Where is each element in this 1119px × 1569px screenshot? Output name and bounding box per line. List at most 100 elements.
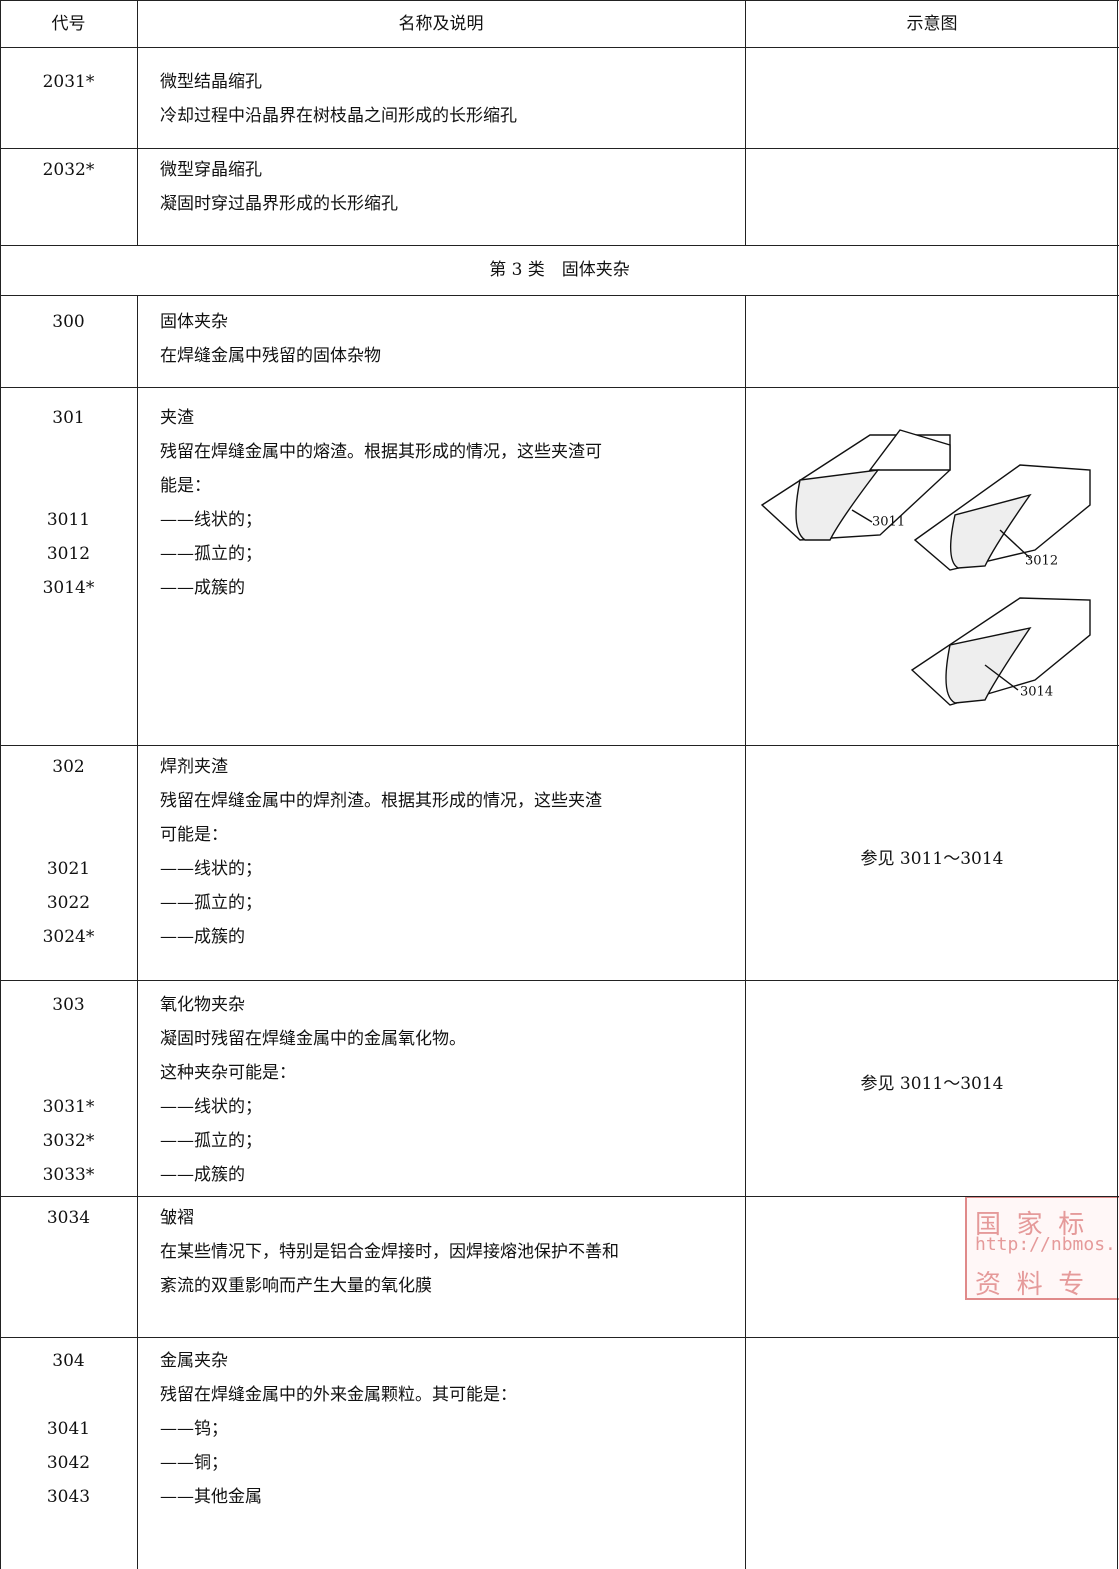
figure-label: 3011: [872, 515, 905, 530]
row-line: [0, 245, 1119, 246]
column-line: [137, 295, 138, 387]
column-line: [137, 47, 138, 148]
description: ——成簇的: [160, 1165, 245, 1185]
description: 可能是：: [160, 825, 228, 845]
description: ——铜；: [160, 1453, 228, 1473]
column-line: [745, 980, 746, 1196]
description: ——其他金属: [160, 1487, 262, 1507]
description: 微型结晶缩孔: [160, 72, 262, 92]
figure-reference: 参见 3011～3014: [860, 1074, 1004, 1094]
code: 3022: [46, 893, 91, 913]
description: 在焊缝金属中残留的固体杂物: [160, 346, 381, 366]
row-line: [0, 47, 1119, 48]
description: 夹渣: [160, 408, 194, 428]
weld-block-b: [913, 464, 1091, 571]
row-line: [0, 387, 1119, 388]
watermark-text: 资 料 专: [975, 1270, 1085, 1300]
weld-block-a: [760, 429, 951, 541]
row-line: [0, 1337, 1119, 1338]
code: 301: [52, 408, 85, 428]
code: 3032*: [42, 1131, 95, 1151]
code: 3033*: [42, 1165, 95, 1185]
description: ——成簇的: [160, 578, 245, 598]
watermark-text: 国 家 标: [975, 1210, 1085, 1240]
code: 3031*: [42, 1097, 95, 1117]
column-line: [745, 745, 746, 980]
watermark-text: http://nbmos.: [975, 1234, 1116, 1255]
description: ——孤立的；: [160, 1131, 262, 1151]
header-name: 名称及说明: [398, 14, 484, 34]
code: 303: [52, 995, 85, 1015]
code: 3014*: [42, 578, 95, 598]
description: 微型穿晶缩孔: [160, 160, 262, 180]
code: 304: [52, 1351, 85, 1371]
column-line: [745, 148, 746, 245]
column-line: [745, 1337, 746, 1569]
description: ——钨；: [160, 1419, 228, 1439]
description: 凝固时穿过晶界形成的长形缩孔: [160, 194, 398, 214]
description: 残留在焊缝金属中的熔渣。根据其形成的情况，这些夹渣可: [160, 442, 602, 462]
column-line: [137, 1337, 138, 1569]
description: ——线状的；: [160, 859, 262, 879]
watermark: 国 家 标 http://nbmos. 资 料 专: [965, 1196, 1119, 1300]
column-line: [745, 1196, 746, 1337]
column-line: [745, 295, 746, 387]
border-left: [0, 0, 1, 1569]
code: 3021: [46, 859, 91, 879]
column-line: [137, 148, 138, 245]
description: 这种夹杂可能是：: [160, 1063, 296, 1083]
description: 紊流的双重影响而产生大量的氧化膜: [160, 1276, 432, 1296]
figure-reference: 参见 3011～3014: [860, 848, 1004, 869]
border-top: [0, 0, 1119, 1]
row-line: [0, 295, 1119, 296]
description: 残留在焊缝金属中的焊剂渣。根据其形成的情况，这些夹渣: [160, 791, 602, 811]
code: 3043: [46, 1487, 91, 1507]
header-figure: 示意图: [906, 14, 958, 34]
column-line: [137, 387, 138, 745]
figure-label: 3012: [1025, 554, 1058, 569]
description: ——孤立的；: [160, 893, 262, 913]
header-code: 代号: [51, 14, 86, 34]
description: ——孤立的；: [160, 544, 262, 564]
column-line: [745, 0, 746, 47]
border-right: [1117, 0, 1118, 1569]
description: 焊剂夹渣: [160, 757, 228, 777]
description: 皱褶: [160, 1208, 194, 1228]
column-line: [137, 0, 138, 47]
weld-block-c: [910, 597, 1091, 706]
code: 3042: [46, 1453, 91, 1473]
code: 302: [52, 757, 85, 777]
column-line: [137, 980, 138, 1196]
description: ——线状的；: [160, 1097, 262, 1117]
code: 2032*: [42, 160, 95, 180]
row-line: [0, 1196, 1119, 1197]
description: 金属夹杂: [160, 1351, 228, 1371]
code: 3011: [46, 510, 91, 530]
description: 冷却过程中沿晶界在树枝晶之间形成的长形缩孔: [160, 106, 517, 126]
column-line: [745, 47, 746, 148]
description: 凝固时残留在焊缝金属中的金属氧化物。: [160, 1029, 466, 1049]
description: 在某些情况下，特别是铝合金焊接时，因焊接熔池保护不善和: [160, 1242, 619, 1262]
code: 3041: [46, 1419, 91, 1439]
code: 300: [52, 312, 85, 332]
code: 2031*: [42, 72, 95, 92]
column-line: [137, 745, 138, 980]
description: 氧化物夹杂: [160, 995, 245, 1015]
column-line: [745, 387, 746, 745]
section-title: 第 3 类 固体夹杂: [489, 260, 630, 280]
description: 残留在焊缝金属中的外来金属颗粒。其可能是：: [160, 1385, 517, 1405]
row-line: [0, 745, 1119, 746]
description: ——线状的；: [160, 510, 262, 530]
description: 能是：: [160, 476, 211, 496]
description: ——成簇的: [160, 927, 245, 947]
column-line: [137, 1196, 138, 1337]
figure-label: 3014: [1020, 685, 1053, 700]
code: 3024*: [42, 927, 95, 947]
description: 固体夹杂: [160, 312, 228, 332]
code: 3034: [46, 1208, 91, 1228]
code: 3012: [46, 544, 91, 564]
row-line: [0, 980, 1119, 981]
row-line: [0, 148, 1119, 149]
